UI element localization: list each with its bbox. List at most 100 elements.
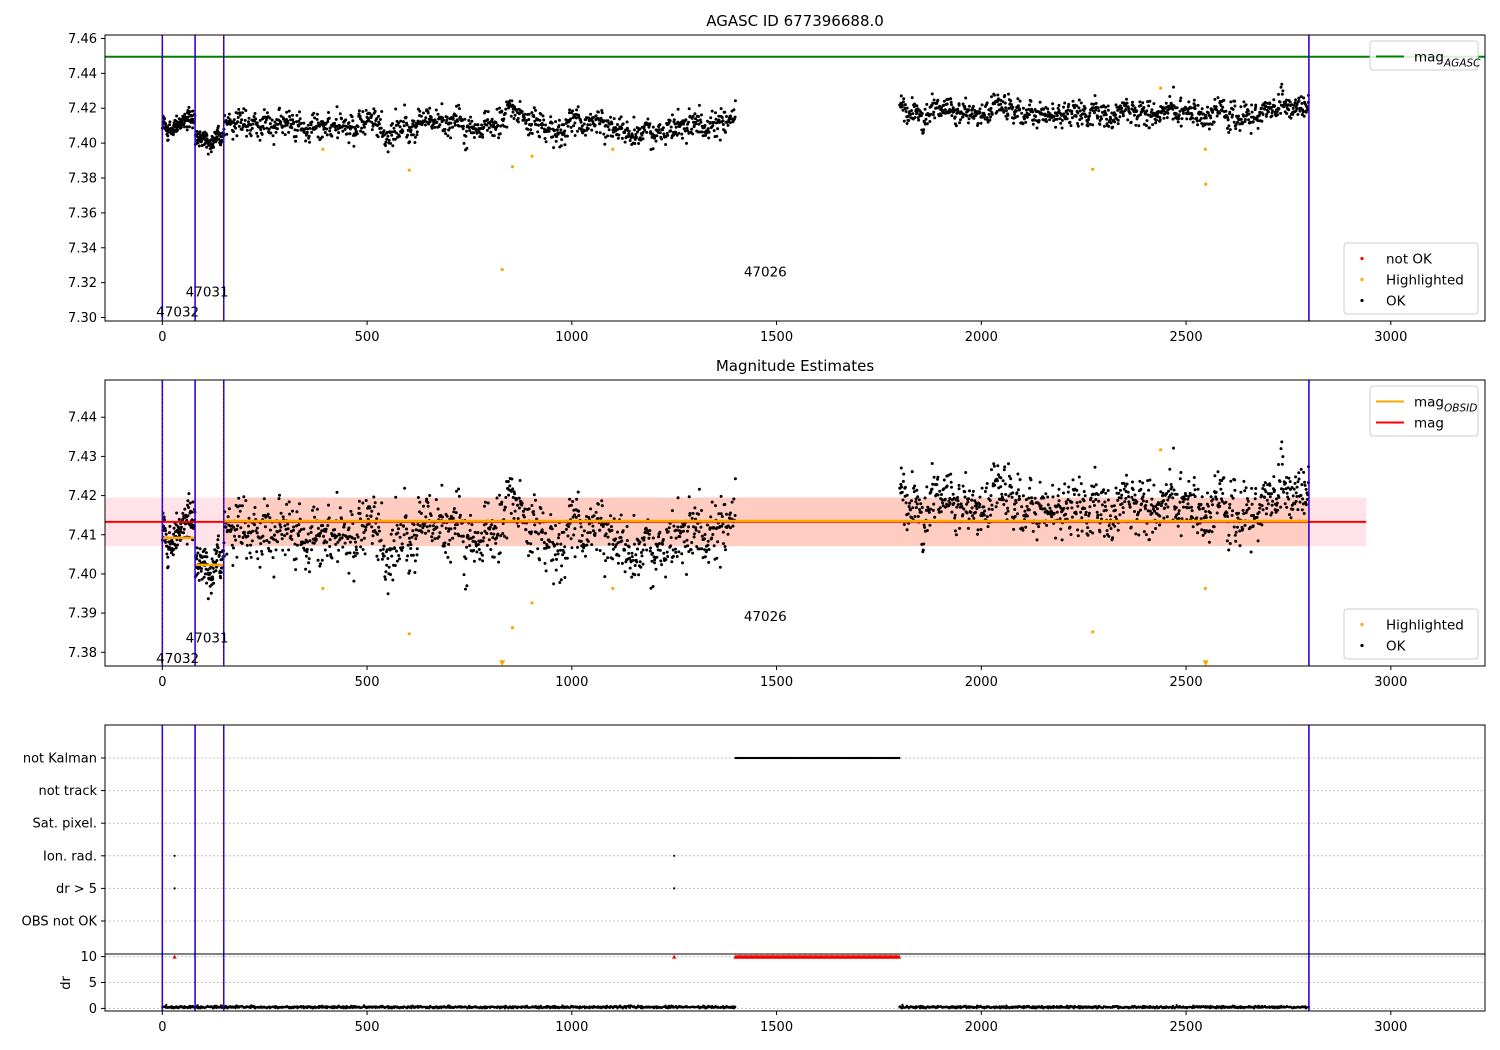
p2-ok-point — [1075, 488, 1079, 492]
p2-ok-point — [1093, 504, 1096, 507]
p1-ok-point — [405, 123, 409, 127]
p2-ok-point — [1196, 487, 1200, 491]
p2-ok-point — [391, 578, 395, 582]
p1-ok-point — [1004, 109, 1008, 113]
p2-ok-point — [1227, 548, 1231, 552]
p1-ok-point — [957, 103, 961, 107]
p2-ok-point — [1117, 491, 1121, 495]
p2-ok-point — [186, 499, 190, 503]
p1-ok-point — [1054, 125, 1058, 129]
p1-ok-point — [445, 118, 449, 122]
p1-ok-point — [1209, 116, 1213, 120]
p1-ok-point — [276, 122, 280, 126]
p2-ok-point — [927, 510, 931, 514]
p2-ok-point — [380, 557, 384, 561]
p2-ok-point — [219, 571, 223, 574]
p2-ok-point — [498, 551, 502, 555]
p1-ok-point — [1232, 120, 1236, 124]
p1-ok-point — [569, 117, 572, 121]
p1-ok-point — [444, 132, 448, 136]
p1-ok-point — [1191, 120, 1195, 124]
p1-ok-point — [687, 107, 691, 111]
p2-ok-point — [560, 564, 564, 568]
p2-ok-point — [995, 501, 999, 505]
p1-ok-point — [1247, 118, 1250, 122]
p1-ok-point — [632, 115, 636, 119]
p1-ok-point — [990, 112, 994, 116]
p2-ok-point — [1140, 502, 1143, 506]
p1-ok-point — [1185, 117, 1189, 121]
p1-ok-point — [1206, 111, 1210, 115]
p2-ok-point — [1082, 499, 1086, 503]
p1-ok-point — [385, 137, 389, 141]
p2-ok-point — [1138, 479, 1142, 483]
p1-ok-point — [1234, 123, 1238, 127]
p2-ok-point — [391, 528, 394, 532]
p2-ok-point — [905, 528, 909, 532]
p2-ok-point — [1178, 500, 1182, 504]
p1-ok-point — [212, 145, 216, 149]
p2-ok-point — [619, 513, 623, 517]
p2-ok-point — [530, 550, 534, 554]
p2-ok-point — [1225, 511, 1229, 515]
p2-legend-dot-swatch — [1360, 622, 1364, 627]
p2-ok-point — [240, 541, 244, 545]
p2-ok-point — [1072, 493, 1076, 496]
p2-ok-point — [591, 524, 595, 528]
p1-ok-point — [316, 135, 320, 139]
p2-ok-point — [647, 536, 651, 540]
p1-ok-point — [258, 118, 262, 122]
p2-ok-point — [485, 532, 489, 535]
p2-ok-point — [165, 552, 169, 556]
p1-ok-point — [1200, 121, 1204, 125]
p2-ok-point — [951, 492, 955, 496]
p2-ok-point — [1277, 495, 1281, 499]
p2-ok-point — [396, 531, 400, 535]
p1-ok-point — [1176, 120, 1180, 124]
p2-ok-point — [293, 542, 297, 546]
p1-ok-point — [980, 103, 984, 107]
p2-ok-point — [1006, 506, 1010, 510]
p2-ok-point — [557, 536, 560, 540]
p2-ok-point — [455, 489, 458, 493]
p2-ok-point — [643, 543, 647, 547]
p2-ok-point — [604, 559, 608, 563]
p1-ok-point — [1201, 112, 1205, 116]
p2-ok-point — [1209, 515, 1213, 519]
p1-ok-point — [1062, 105, 1065, 109]
p2-ok-point — [957, 483, 961, 487]
p2-ok-point — [548, 540, 552, 544]
p1-ytick-label: 7.32 — [68, 276, 97, 291]
p1-ok-point — [557, 124, 561, 128]
p1-ok-point — [1096, 115, 1100, 119]
p1-ok-point — [472, 131, 476, 135]
p1-ok-point — [411, 133, 415, 137]
p2-ok-point — [1107, 534, 1111, 538]
p1-ok-point — [1236, 120, 1239, 124]
p2-ok-point — [672, 524, 676, 528]
p2-ok-point — [1091, 531, 1095, 535]
p2-ok-point — [1078, 500, 1082, 504]
p2-ok-point — [611, 542, 615, 546]
p2-ok-point — [164, 529, 167, 533]
p2-ok-point — [1094, 483, 1098, 487]
p2-ok-point — [711, 533, 715, 536]
p1-ok-point — [700, 113, 703, 117]
p2-ok-point — [1050, 515, 1054, 519]
p1-ok-point — [358, 114, 362, 118]
p2-ok-point — [465, 545, 469, 549]
p2-ok-point — [966, 500, 970, 504]
p1-ok-point — [949, 97, 953, 101]
p2-ok-point — [968, 489, 971, 493]
p2-ok-point — [461, 540, 465, 544]
p1-ok-point — [1114, 103, 1118, 107]
p1-ok-point — [330, 134, 334, 138]
p1-ok-point — [445, 115, 449, 119]
p2-ok-point — [176, 543, 179, 547]
p2-ok-point — [1193, 495, 1197, 498]
p2-ok-point — [294, 557, 298, 561]
p1-ok-point — [651, 147, 655, 151]
p2-ok-point — [907, 505, 911, 508]
p1-ok-point — [696, 119, 700, 123]
p2-ok-point — [276, 540, 279, 544]
